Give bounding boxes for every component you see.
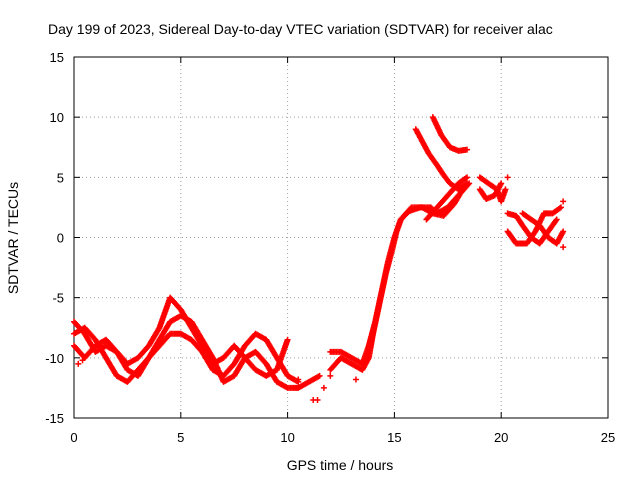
series-track-j	[476, 180, 505, 202]
data-point	[79, 357, 86, 364]
data-point	[320, 384, 327, 391]
series-track-m	[519, 210, 567, 247]
x-axis-label: GPS time / hours	[287, 457, 394, 473]
data-point	[464, 174, 471, 181]
series-outliers	[75, 174, 567, 403]
grid	[74, 57, 608, 418]
series-track-h	[423, 174, 471, 223]
y-tick-label: 5	[57, 170, 64, 185]
chart-title: Day 199 of 2023, Sidereal Day-to-day VTE…	[48, 21, 553, 37]
data-point	[462, 175, 469, 182]
data-point	[498, 180, 505, 187]
x-tick-label: 10	[280, 430, 294, 445]
y-tick-label: 15	[50, 50, 64, 65]
data-point	[552, 217, 559, 224]
series-track-g	[429, 114, 471, 154]
data-point	[352, 376, 359, 383]
data-point	[560, 228, 567, 235]
series-track-e	[327, 186, 466, 367]
data-point	[502, 186, 509, 193]
data-point	[327, 372, 334, 379]
y-tick-label: -10	[45, 351, 64, 366]
x-tick-label: 15	[387, 430, 401, 445]
y-tick-label: 10	[50, 110, 64, 125]
data-point	[295, 376, 302, 383]
data-point	[75, 360, 82, 367]
y-tick-label: -5	[52, 291, 64, 306]
data-point	[284, 336, 291, 343]
series-track-c	[71, 312, 323, 391]
data-point	[464, 146, 471, 153]
tick-labels: 0 5 10 15 20 25 -15 -10 -5 0 5 10 15	[45, 50, 615, 445]
series-track-f	[412, 126, 471, 193]
data-point	[560, 244, 567, 251]
data-point	[553, 216, 560, 223]
x-tick-label: 20	[494, 430, 508, 445]
data-point	[464, 180, 471, 187]
y-tick-label: 0	[57, 231, 64, 246]
x-tick-label: 25	[601, 430, 615, 445]
axes	[73, 56, 609, 419]
data-point	[558, 204, 565, 211]
x-tick-label: 0	[70, 430, 77, 445]
data-point	[462, 181, 469, 188]
data-point	[504, 174, 511, 181]
data-point	[314, 396, 321, 403]
data-point	[560, 198, 567, 205]
y-tick-label: -15	[45, 411, 64, 426]
y-axis-label: SDTVAR / TECUs	[5, 182, 21, 294]
data-point	[316, 372, 323, 379]
data-points	[71, 114, 567, 403]
x-tick-label: 5	[177, 430, 184, 445]
data-point	[556, 205, 563, 212]
